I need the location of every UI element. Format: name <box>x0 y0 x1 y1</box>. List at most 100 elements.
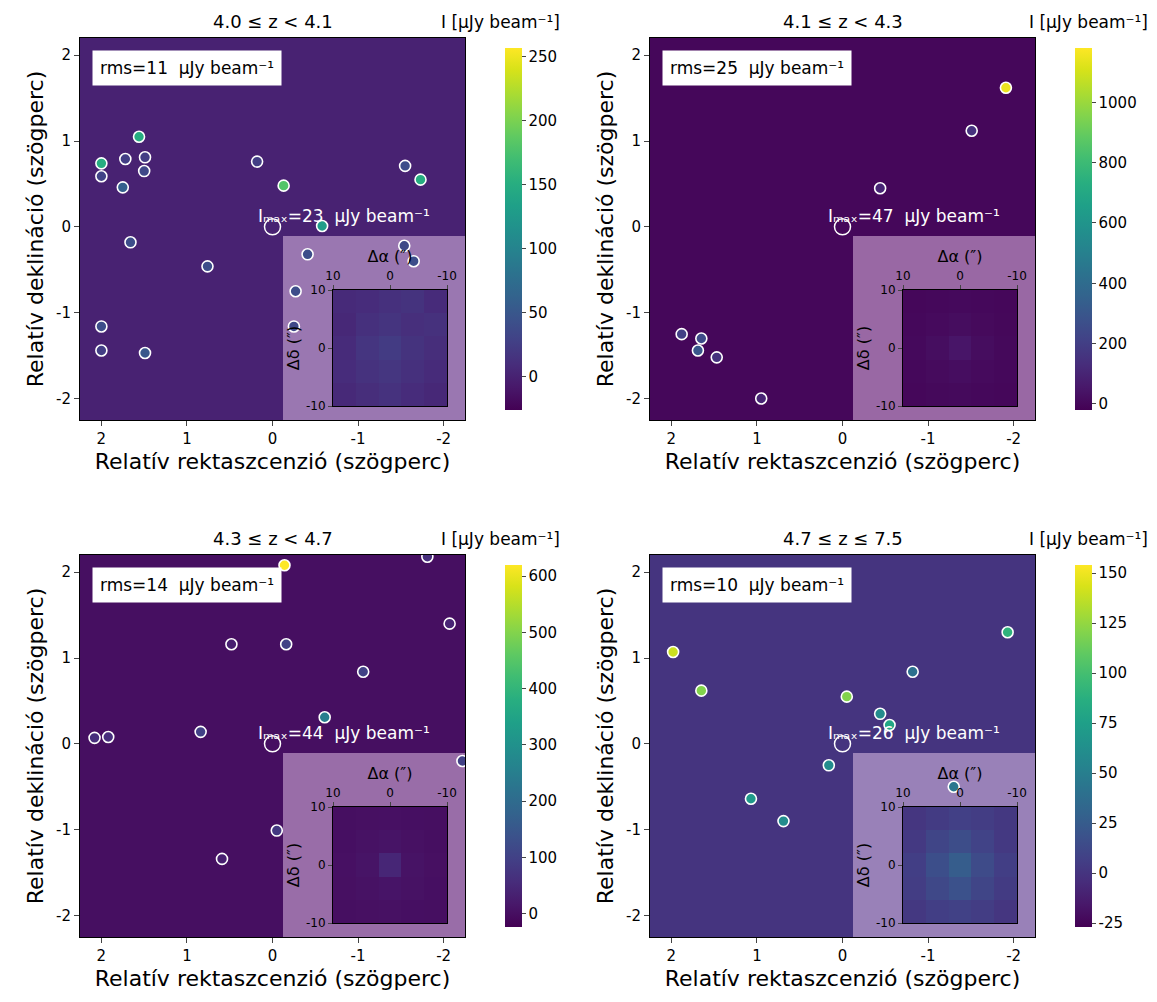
svg-text:-1: -1 <box>626 304 641 322</box>
svg-text:rms=10 μJy beam⁻¹: rms=10 μJy beam⁻¹ <box>670 575 844 595</box>
svg-text:75: 75 <box>1099 714 1118 732</box>
svg-text:2: 2 <box>631 563 641 581</box>
svg-text:rms=14 μJy beam⁻¹: rms=14 μJy beam⁻¹ <box>100 575 274 595</box>
svg-text:Relatív deklináció (szögperc): Relatív deklináció (szögperc) <box>23 588 48 905</box>
svg-text:25: 25 <box>1099 814 1118 832</box>
svg-text:Iₘₐₓ=23 μJy beam⁻¹: Iₘₐₓ=23 μJy beam⁻¹ <box>258 206 430 226</box>
svg-text:rms=25 μJy beam⁻¹: rms=25 μJy beam⁻¹ <box>670 58 844 78</box>
svg-text:600: 600 <box>529 567 558 585</box>
svg-text:10: 10 <box>310 283 325 297</box>
svg-text:-2: -2 <box>56 907 71 925</box>
svg-text:Δα (″): Δα (″) <box>937 764 982 783</box>
svg-text:400: 400 <box>529 680 558 698</box>
svg-text:I [μJy beam⁻¹]: I [μJy beam⁻¹] <box>1029 529 1148 549</box>
svg-text:2: 2 <box>631 46 641 64</box>
svg-text:10: 10 <box>880 283 895 297</box>
svg-text:1: 1 <box>182 947 192 965</box>
svg-text:125: 125 <box>1099 614 1128 632</box>
svg-text:I [μJy beam⁻¹]: I [μJy beam⁻¹] <box>1029 12 1148 32</box>
svg-text:Iₘₐₓ=26 μJy beam⁻¹: Iₘₐₓ=26 μJy beam⁻¹ <box>828 723 1000 743</box>
svg-text:4.1 ≤ z < 4.3: 4.1 ≤ z < 4.3 <box>783 11 903 32</box>
svg-text:Δδ (″): Δδ (″) <box>854 326 873 370</box>
svg-text:1: 1 <box>752 430 762 448</box>
svg-text:I [μJy beam⁻¹]: I [μJy beam⁻¹] <box>441 12 560 32</box>
svg-text:200: 200 <box>529 792 558 810</box>
svg-text:Relatív rektaszcenzió (szögper: Relatív rektaszcenzió (szögperc) <box>665 449 1021 474</box>
svg-text:100: 100 <box>1099 664 1128 682</box>
svg-text:-2: -2 <box>626 390 641 408</box>
svg-text:250: 250 <box>529 48 558 66</box>
svg-text:-2: -2 <box>1006 430 1021 448</box>
svg-text:200: 200 <box>1099 335 1128 353</box>
svg-text:-2: -2 <box>626 907 641 925</box>
svg-text:-10: -10 <box>306 916 326 930</box>
svg-text:0: 0 <box>838 430 848 448</box>
svg-text:Δδ (″): Δδ (″) <box>854 843 873 887</box>
svg-text:-10: -10 <box>876 399 896 413</box>
svg-text:-10: -10 <box>876 916 896 930</box>
svg-text:-10: -10 <box>1007 786 1027 800</box>
svg-text:0: 0 <box>61 218 71 236</box>
svg-text:-2: -2 <box>1006 947 1021 965</box>
svg-text:150: 150 <box>529 176 558 194</box>
svg-text:-10: -10 <box>437 786 457 800</box>
svg-text:Relatív rektaszcenzió (szögper: Relatív rektaszcenzió (szögperc) <box>95 966 451 991</box>
svg-text:0: 0 <box>1099 395 1109 413</box>
svg-text:0: 0 <box>838 947 848 965</box>
svg-text:-1: -1 <box>56 821 71 839</box>
svg-text:10: 10 <box>325 269 340 283</box>
svg-text:1000: 1000 <box>1099 94 1137 112</box>
svg-text:50: 50 <box>1099 764 1118 782</box>
svg-text:10: 10 <box>325 786 340 800</box>
svg-text:-1: -1 <box>351 430 366 448</box>
svg-text:-1: -1 <box>626 821 641 839</box>
svg-text:1: 1 <box>61 649 71 667</box>
svg-text:-10: -10 <box>437 269 457 283</box>
svg-text:0: 0 <box>386 269 394 283</box>
svg-text:0: 0 <box>268 430 278 448</box>
svg-text:400: 400 <box>1099 275 1128 293</box>
svg-text:1: 1 <box>631 649 641 667</box>
svg-text:500: 500 <box>529 624 558 642</box>
svg-text:-10: -10 <box>306 399 326 413</box>
svg-text:0: 0 <box>956 786 964 800</box>
svg-text:100: 100 <box>529 849 558 867</box>
svg-text:-2: -2 <box>436 947 451 965</box>
svg-text:10: 10 <box>310 800 325 814</box>
svg-text:0: 0 <box>61 735 71 753</box>
svg-text:0: 0 <box>1099 864 1109 882</box>
svg-text:10: 10 <box>895 269 910 283</box>
svg-text:Δα (″): Δα (″) <box>937 247 982 266</box>
svg-text:-1: -1 <box>921 430 936 448</box>
svg-text:2: 2 <box>97 430 107 448</box>
svg-text:Relatív deklináció (szögperc): Relatív deklináció (szögperc) <box>593 588 618 905</box>
svg-text:Δα (″): Δα (″) <box>367 247 412 266</box>
svg-text:0: 0 <box>268 947 278 965</box>
svg-text:2: 2 <box>667 430 677 448</box>
svg-text:800: 800 <box>1099 154 1128 172</box>
svg-text:4.0 ≤ z < 4.1: 4.0 ≤ z < 4.1 <box>213 11 333 32</box>
svg-text:100: 100 <box>529 240 558 258</box>
svg-text:2: 2 <box>97 947 107 965</box>
svg-text:50: 50 <box>529 304 548 322</box>
svg-text:-1: -1 <box>921 947 936 965</box>
svg-text:Δδ (″): Δδ (″) <box>284 326 303 370</box>
svg-text:150: 150 <box>1099 564 1128 582</box>
svg-text:-10: -10 <box>1007 269 1027 283</box>
svg-text:Relatív rektaszcenzió (szögper: Relatív rektaszcenzió (szögperc) <box>665 966 1021 991</box>
svg-text:0: 0 <box>888 341 896 355</box>
svg-text:2: 2 <box>667 947 677 965</box>
svg-text:0: 0 <box>318 341 326 355</box>
svg-text:-2: -2 <box>56 390 71 408</box>
svg-text:-25: -25 <box>1099 914 1124 932</box>
svg-text:2: 2 <box>61 46 71 64</box>
svg-text:10: 10 <box>880 800 895 814</box>
svg-text:-1: -1 <box>351 947 366 965</box>
svg-text:10: 10 <box>895 786 910 800</box>
svg-text:1: 1 <box>182 430 192 448</box>
svg-text:0: 0 <box>529 905 539 923</box>
svg-text:-1: -1 <box>56 304 71 322</box>
svg-text:0: 0 <box>318 858 326 872</box>
svg-text:4.7 ≤ z ≤ 7.5: 4.7 ≤ z ≤ 7.5 <box>783 528 903 549</box>
svg-text:600: 600 <box>1099 214 1128 232</box>
